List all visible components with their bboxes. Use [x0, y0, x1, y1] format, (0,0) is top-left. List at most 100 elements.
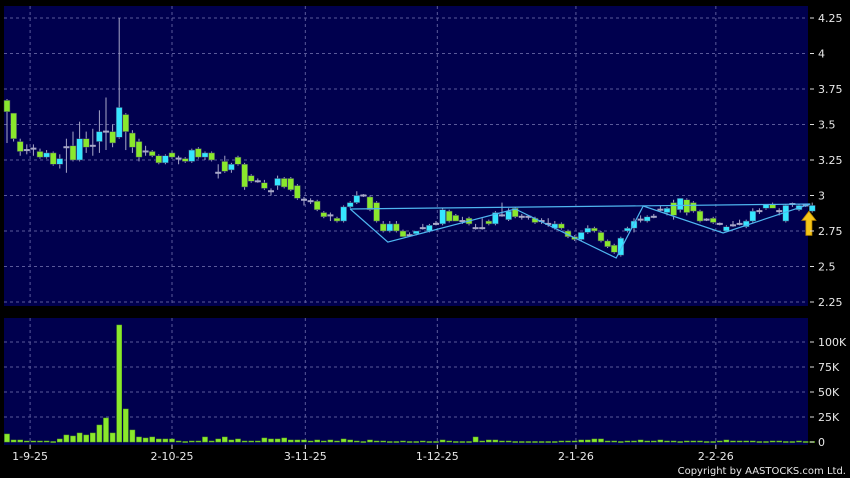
candle [109, 124, 116, 148]
volume-bar [651, 440, 657, 443]
candle [241, 162, 248, 190]
volume-bar [459, 441, 466, 443]
candle-body [333, 217, 341, 222]
candle [82, 131, 90, 153]
candle-body [591, 227, 598, 232]
volume-bar [208, 440, 215, 443]
candle-body [696, 210, 704, 222]
date-axis: 1-9-25 2-10-25 3-11-25 1-12-25 2-1-26 2-2-26 [12, 445, 734, 463]
volume-bar [288, 439, 294, 443]
candle [30, 144, 37, 156]
candle [287, 177, 295, 192]
candle-body [234, 156, 242, 165]
candle [122, 113, 130, 151]
volume-bar [558, 440, 565, 443]
candle [564, 229, 572, 239]
volume-bar [519, 441, 525, 443]
volume-bar [37, 440, 43, 443]
candle-body [313, 200, 321, 210]
candle [313, 199, 321, 212]
volume-bar [571, 440, 578, 443]
candle-body [353, 195, 361, 203]
price-tick-label: 3.75 [818, 83, 843, 96]
price-tick-label: 2.75 [818, 225, 843, 238]
volume-bar [505, 440, 512, 443]
candle [643, 215, 651, 223]
volume-bar [512, 441, 518, 443]
volume-bar [499, 440, 505, 443]
volume-bar [248, 440, 254, 443]
volume-bar [261, 437, 268, 443]
volume-bars [4, 324, 815, 443]
volume-bar [750, 440, 756, 443]
candle [617, 236, 625, 257]
candle-body [96, 131, 103, 142]
candle-body [386, 223, 394, 232]
volume-bar [373, 440, 380, 443]
volume-bar [604, 440, 611, 443]
candle [492, 211, 499, 226]
volume-bar [123, 408, 129, 443]
candle [148, 150, 156, 158]
candle-body [366, 196, 374, 210]
volume-bar [717, 440, 723, 443]
volume-bar [802, 441, 809, 443]
volume-bar [446, 440, 452, 443]
candle [201, 151, 209, 160]
candle-body [3, 100, 11, 112]
candle-body [340, 206, 347, 222]
volume-bar [697, 440, 703, 443]
candle-body [49, 152, 57, 165]
candle-body [241, 164, 248, 188]
candle [294, 184, 301, 200]
candle [261, 179, 268, 190]
volume-bar [433, 441, 439, 443]
candle [129, 130, 136, 153]
volume-bar [552, 441, 558, 443]
price-axis: 4.25 4 3.75 3.5 3.25 3 2.75 2.5 2.25 [810, 12, 843, 309]
volume-bar [393, 441, 400, 443]
candle [683, 198, 691, 216]
candle [268, 188, 274, 196]
candle [558, 222, 565, 230]
volume-bar [618, 441, 624, 443]
candle [195, 147, 202, 159]
volume-bar [591, 438, 598, 443]
candle [379, 221, 387, 233]
date-tick-label: 2-2-26 [698, 450, 734, 463]
volume-bar [83, 434, 89, 443]
candlesticks [3, 18, 816, 257]
volume-bar [149, 436, 155, 443]
date-tick-label: 2-10-25 [151, 450, 194, 463]
candle [723, 225, 730, 233]
candle-body [129, 132, 136, 148]
candle [215, 164, 222, 179]
candle [445, 209, 453, 223]
candle-body [135, 141, 143, 158]
candle-body [670, 202, 677, 216]
volume-bar [17, 439, 23, 443]
volume-bar [215, 438, 221, 443]
candle-body [393, 223, 400, 232]
candle-body [10, 112, 17, 139]
volume-bar [307, 440, 314, 443]
candle [353, 191, 361, 205]
candle-body [452, 215, 460, 222]
candle-body [201, 152, 209, 158]
candle [472, 223, 479, 230]
volume-bar [578, 439, 584, 443]
volume-bar [70, 435, 76, 443]
volume-bar [50, 441, 56, 443]
candle-body [373, 202, 380, 222]
volume-bar [10, 439, 17, 443]
candle-body [208, 152, 215, 161]
candle-body [379, 223, 387, 232]
volume-bar [743, 440, 749, 443]
volume-bar [690, 440, 697, 443]
volume-bar [644, 440, 650, 443]
volume-tick-label: 100K [818, 336, 847, 349]
date-tick-label: 3-11-25 [284, 450, 327, 463]
volume-bar [354, 440, 360, 443]
volume-bar [156, 438, 162, 443]
